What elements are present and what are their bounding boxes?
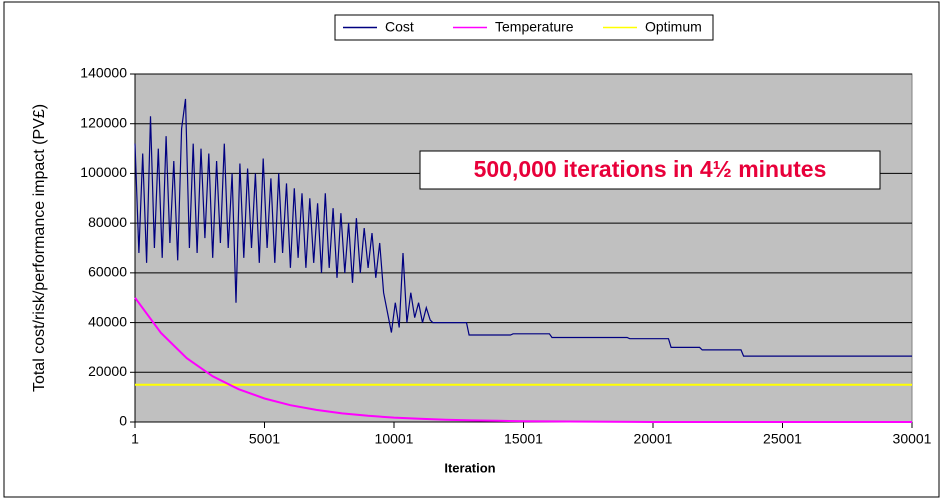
legend-label: Optimum (645, 19, 702, 35)
y-tick-label: 140000 (80, 65, 127, 81)
legend: Cost Temperature Optimum (334, 14, 714, 41)
x-axis-label: Iteration (444, 460, 495, 475)
y-tick-label: 120000 (80, 114, 127, 130)
x-tick-label: 20001 (634, 431, 673, 447)
x-tick-label: 10001 (375, 431, 414, 447)
x-tick-label: 30001 (893, 431, 932, 447)
y-tick-label: 40000 (88, 313, 127, 329)
legend-box (334, 14, 714, 41)
y-tick-label: 100000 (80, 164, 127, 180)
legend-label: Cost (385, 19, 414, 35)
x-tick-label: 5001 (249, 431, 280, 447)
annotation-box (419, 150, 881, 190)
y-tick-label: 20000 (88, 363, 127, 379)
y-tick-label: 0 (119, 413, 127, 429)
series-line (134, 98, 912, 357)
legend-label: Temperature (495, 19, 574, 35)
plot-background (134, 73, 913, 423)
annotation: 500,000 iterations in 4½ minutes (474, 156, 827, 182)
y-tick-label: 60000 (88, 264, 127, 280)
y-axis-label: Total cost/risk/performance impact (PV£) (31, 104, 48, 392)
series-line (134, 297, 912, 423)
plot-area: 0 20000 40000 60000 80000 100000 120000 140000 1… (80, 65, 931, 447)
x-tick-label: 25001 (763, 431, 802, 447)
x-tick-label: 15001 (504, 431, 543, 447)
x-tick-label: 1 (131, 431, 139, 447)
y-tick-label: 80000 (88, 214, 127, 230)
